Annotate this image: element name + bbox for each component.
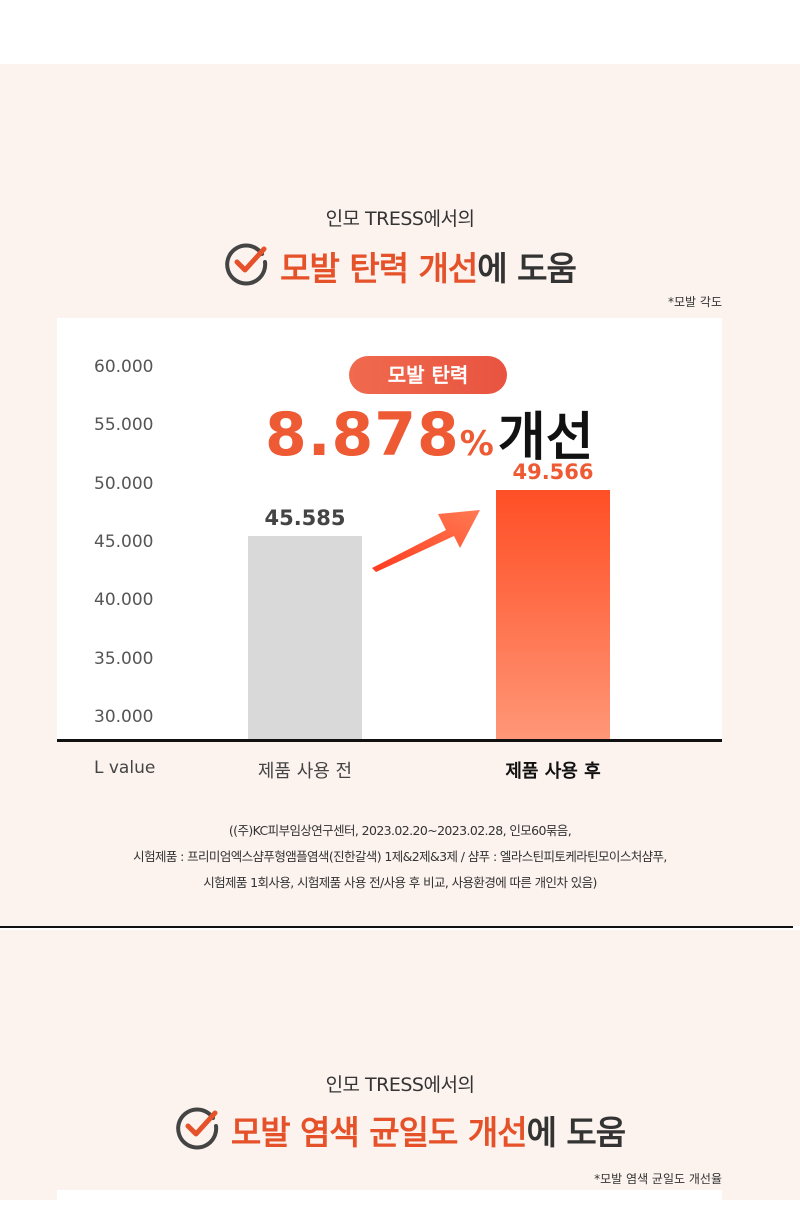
source-line: 시험제품 : 프리미엄엑스샴푸형앰플염색(진한갈색) 1제&2제&3제 / 샴푸…: [133, 849, 667, 864]
section-divider: [0, 926, 793, 928]
check-circle-icon: [225, 243, 268, 286]
improvement-unit: %: [459, 424, 494, 464]
section2-kicker: 인모 TRESS에서의: [325, 1074, 475, 1096]
y-tick-label: 40.000: [94, 590, 154, 611]
chart-card-2: [57, 1190, 722, 1210]
improvement-word: 개선: [497, 408, 594, 468]
bar-after-use: [496, 489, 610, 739]
headline-highlight: 모발 탄력 개선: [280, 249, 478, 288]
y-tick-label: 55.000: [94, 415, 154, 436]
y-tick-label: 60.000: [94, 357, 154, 377]
elasticity-badge: 모발 탄력: [349, 356, 507, 394]
study-source-note: ((주)KC피부임상연구센터, 2023.02.20~2023.02.28, 인…: [0, 818, 800, 896]
source-line: ((주)KC피부임상연구센터, 2023.02.20~2023.02.28, 인…: [228, 823, 572, 838]
section1-kicker: 인모 TRESS에서의: [325, 208, 475, 230]
section-dye-uniformity: [0, 930, 800, 1200]
x-axis-label: L value: [94, 758, 156, 778]
x-axis-line: [57, 739, 722, 742]
y-tick-label: 35.000: [94, 648, 154, 669]
section2-note: *모발 염색 균일도 개선율: [594, 1172, 722, 1186]
section1-note: *모발 각도: [668, 295, 722, 309]
category-label-after: 제품 사용 후: [505, 761, 601, 782]
y-tick-label: 30.000: [94, 707, 154, 727]
y-tick-label: 50.000: [94, 473, 154, 494]
source-line: 시험제품 1회사용, 시험제품 사용 전/사용 후 비교, 사용환경에 따른 개…: [203, 875, 597, 890]
increase-arrow-icon: [372, 510, 480, 572]
section1-headline: 모발 탄력 개선에 도움: [0, 240, 800, 290]
improvement-callout: 8.878%개선: [265, 395, 594, 470]
check-circle-icon: [176, 1107, 218, 1150]
y-tick-label: 45.000: [94, 532, 154, 552]
headline-highlight: 모발 염색 균일도 개선: [230, 1113, 528, 1152]
headline-rest: 에 도움: [477, 249, 577, 288]
bar-value-before: 45.585: [264, 506, 346, 531]
bar-value-after: 49.566: [512, 459, 594, 484]
headline-rest: 에 도움: [526, 1113, 627, 1152]
improvement-value: 8.878: [265, 400, 460, 470]
section2-headline: 모발 염색 균일도 개선에 도움: [0, 1104, 800, 1154]
bar-before-use: [248, 536, 362, 739]
category-label-before: 제품 사용 전: [257, 761, 353, 782]
